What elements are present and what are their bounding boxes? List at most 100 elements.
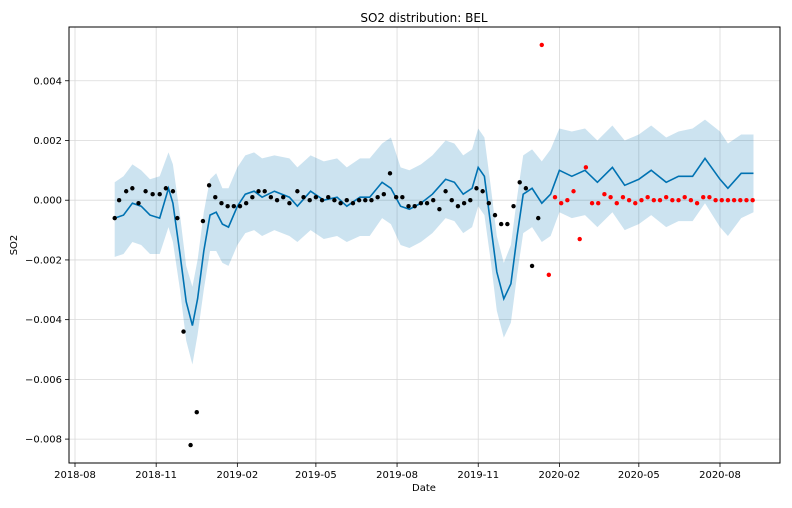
observed-point	[406, 203, 411, 209]
observed-point	[256, 189, 261, 194]
anomaly-point	[738, 198, 743, 203]
observed-point	[369, 198, 374, 203]
anomaly-point	[571, 189, 576, 194]
observed-point	[511, 203, 516, 209]
observed-point	[213, 195, 218, 200]
observed-point	[123, 189, 129, 194]
x-tick-label: 2019-08	[376, 470, 418, 481]
observed-point	[313, 195, 319, 200]
anomaly-point	[744, 198, 749, 203]
y-axis-label: SO2	[9, 235, 20, 256]
observed-point	[219, 200, 224, 206]
observed-point	[243, 200, 249, 206]
observed-point	[480, 189, 485, 194]
anomaly-point	[645, 195, 650, 200]
anomaly-point	[583, 165, 589, 170]
observed-point	[474, 186, 479, 191]
observed-point	[375, 195, 380, 200]
observed-point	[295, 189, 300, 194]
anomaly-point	[731, 198, 737, 203]
anomaly-point	[707, 195, 712, 200]
observed-point	[449, 198, 454, 203]
observed-point	[437, 206, 442, 212]
anomaly-point	[539, 42, 544, 48]
x-tick-label: 2019-02	[216, 470, 258, 481]
anomaly-point	[651, 198, 657, 203]
observed-point	[157, 192, 162, 197]
x-tick-label: 2020-05	[618, 470, 660, 481]
observed-point	[250, 195, 255, 200]
observed-point	[237, 203, 243, 209]
observed-point	[170, 189, 176, 194]
anomaly-point	[596, 200, 601, 206]
observed-point	[112, 215, 117, 221]
observed-point	[181, 329, 186, 334]
observed-point	[505, 221, 510, 227]
anomaly-point	[626, 198, 632, 203]
y-tick-label: −0.006	[25, 375, 62, 386]
observed-point	[206, 183, 212, 188]
anomaly-point	[552, 195, 558, 200]
observed-point	[363, 198, 368, 203]
observed-point	[287, 200, 292, 206]
anomaly-point	[565, 198, 570, 203]
plot-frame	[68, 26, 781, 464]
observed-point	[468, 198, 473, 203]
observed-point	[529, 263, 535, 269]
x-axis-label: Date	[412, 483, 436, 494]
observed-point	[116, 198, 122, 203]
observed-point	[492, 212, 498, 218]
observed-point	[517, 180, 522, 185]
observed-point	[163, 186, 169, 191]
observed-points	[112, 171, 541, 448]
observed-point	[344, 198, 349, 203]
observed-point	[188, 442, 193, 448]
x-axis-ticks: 2018-08 2018-11 2019-02 2019-05 2019-08 2019-…	[54, 463, 741, 481]
x-tick-label: 2018-11	[135, 470, 177, 481]
anomaly-points	[539, 42, 755, 278]
observed-point	[175, 215, 180, 221]
anomaly-point	[750, 198, 755, 203]
uncertainty-band	[114, 119, 754, 365]
x-tick-label: 2019-05	[295, 470, 337, 481]
anomaly-point	[546, 272, 552, 278]
y-tick-label: 0.002	[33, 136, 62, 147]
anomaly-point	[657, 198, 663, 203]
observed-point	[400, 195, 405, 200]
observed-point	[268, 195, 274, 200]
observed-point	[381, 192, 387, 197]
forecast-line	[114, 157, 754, 326]
x-tick-label: 2018-08	[54, 470, 96, 481]
anomaly-point	[670, 198, 675, 203]
observed-point	[326, 195, 331, 200]
observed-point	[387, 171, 393, 176]
anomaly-point	[725, 198, 731, 203]
observed-point	[231, 203, 237, 209]
anomaly-point	[558, 200, 564, 206]
observed-point	[412, 203, 417, 209]
y-tick-label: 0.000	[33, 196, 62, 207]
anomaly-point	[620, 195, 626, 200]
anomaly-point	[663, 195, 669, 200]
anomaly-point	[694, 200, 700, 206]
observed-point	[130, 186, 135, 191]
observed-point	[225, 203, 230, 209]
observed-point	[338, 200, 343, 206]
observed-point	[136, 200, 141, 206]
anomaly-point	[639, 198, 644, 203]
observed-point	[150, 192, 155, 197]
y-tick-label: 0.004	[33, 76, 62, 87]
anomaly-point	[701, 195, 706, 200]
observed-point	[143, 189, 148, 194]
y-tick-label: −0.008	[25, 435, 62, 446]
observed-point	[418, 200, 424, 206]
observed-point	[356, 198, 362, 203]
x-tick-label: 2019-11	[457, 470, 499, 481]
observed-point	[498, 221, 504, 227]
observed-point	[262, 189, 267, 194]
observed-point	[301, 195, 306, 200]
observed-point	[332, 198, 337, 203]
observed-point	[393, 195, 399, 200]
anomaly-point	[682, 195, 687, 200]
